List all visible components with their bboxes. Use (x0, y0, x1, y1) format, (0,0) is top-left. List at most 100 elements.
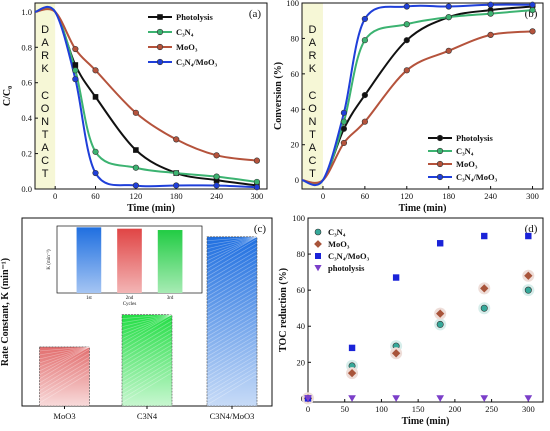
data-point (92, 169, 99, 177)
bar-hatch (121, 314, 173, 324)
bar-hatch (206, 236, 258, 254)
bar-hatch (206, 282, 258, 314)
y-axis-label: TOC reduction (%) (278, 268, 289, 352)
bar-hatch (39, 348, 90, 380)
y-tick-label: 0 (295, 175, 299, 185)
dark-contact-letter: T (309, 129, 316, 141)
plot-frame (34, 2, 268, 190)
bar-hatch (39, 346, 90, 364)
data-point (361, 92, 368, 99)
bar-hatch (121, 314, 173, 320)
legend-marker (156, 58, 164, 66)
y-tick-label: 40 (291, 104, 300, 114)
data-point (340, 109, 348, 116)
dark-contact-letter: T (42, 168, 49, 180)
legend-marker (314, 228, 322, 236)
bar-hatch (206, 362, 258, 394)
y-axis-label: Conversion (%) (273, 62, 284, 130)
bar-hatch (206, 314, 258, 346)
data-point (436, 395, 445, 402)
bar-hatch (206, 262, 258, 294)
data-point (480, 304, 488, 312)
legend-label: C₃N₄/MoO₃ (176, 57, 218, 67)
inset-category-label: 1st (86, 296, 92, 301)
data-point (213, 177, 220, 183)
bar-hatch (121, 314, 173, 328)
y-tick-label: 0.6 (21, 78, 32, 88)
data-point (480, 284, 489, 293)
data-point (92, 148, 99, 155)
data-point (173, 169, 180, 177)
bar (206, 236, 258, 407)
bar-hatch (39, 364, 90, 396)
data-point (173, 182, 180, 189)
bar-hatch (121, 372, 173, 403)
dark-contact-letter: D (309, 24, 317, 36)
series-line (301, 3, 533, 187)
data-point (72, 67, 79, 74)
x-tick-label: 100 (375, 404, 388, 414)
data-point (347, 368, 357, 378)
dark-contact-letter: D (41, 24, 49, 36)
data-point (253, 184, 261, 191)
bar-hatch (206, 310, 258, 342)
bar-hatch (206, 294, 258, 326)
dark-contact-letter: T (309, 168, 316, 180)
bar-hatch (206, 290, 258, 322)
bar-hatch (121, 356, 173, 387)
data-point (253, 178, 261, 186)
y-tick-label: 0.2 (21, 149, 32, 159)
x-tick-label: 50 (340, 404, 349, 414)
series-line (301, 30, 533, 184)
bar (39, 346, 90, 407)
x-tick-label: 180 (170, 191, 183, 201)
data-point (392, 395, 400, 402)
data-point (525, 232, 532, 240)
y-tick-label: 0.8 (21, 42, 32, 52)
legend-label: C₃N₄/MoO₃ (328, 251, 370, 261)
series-line (34, 5, 257, 189)
x-tick-label: 0 (53, 191, 57, 201)
inset-y-label: K (min⁻¹) (46, 249, 52, 269)
data-point (529, 6, 536, 14)
legend-marker (315, 253, 321, 259)
data-point (348, 395, 356, 402)
bar-hatch (206, 322, 258, 354)
dark-contact-letter: A (41, 37, 49, 49)
dark-contact-letter: K (41, 63, 49, 75)
category-label: MoO3 (53, 411, 75, 421)
bar-hatch (39, 356, 90, 388)
bar-hatch (39, 360, 90, 392)
data-point (72, 62, 79, 68)
dark-contact-letter: O (41, 103, 50, 115)
data-point (361, 15, 368, 23)
y-tick-label: 0.0 (21, 184, 32, 194)
data-point (524, 271, 533, 280)
bar-hatch (206, 298, 258, 330)
bar-hatch (206, 302, 258, 334)
bar-hatch (121, 314, 173, 343)
bar-hatch (39, 346, 90, 376)
dark-contact-letter: R (309, 50, 317, 62)
dark-contact-letter: C (41, 155, 49, 167)
bar-hatch (206, 236, 258, 266)
bar-hatch (206, 306, 258, 338)
x-tick-label: 250 (485, 404, 498, 414)
bar-hatch (206, 258, 258, 290)
y-tick-label: 20 (291, 140, 300, 150)
data-point (487, 10, 494, 17)
bar-hatch (206, 236, 258, 262)
plot-frame (301, 2, 544, 190)
data-point (481, 232, 488, 240)
bar-hatch (206, 246, 258, 278)
data-point (340, 125, 348, 132)
data-point (480, 395, 489, 402)
data-point (132, 164, 139, 171)
x-axis-label: Time (min) (399, 203, 447, 214)
y-tick-label: 0.4 (21, 113, 32, 123)
y-axis-label: Rate Constant, K (min⁻¹) (0, 258, 11, 366)
bar-hatch (206, 326, 258, 358)
bar-hatch (121, 328, 173, 359)
dark-contact-letter: A (309, 142, 317, 154)
legend-marker (156, 28, 164, 36)
